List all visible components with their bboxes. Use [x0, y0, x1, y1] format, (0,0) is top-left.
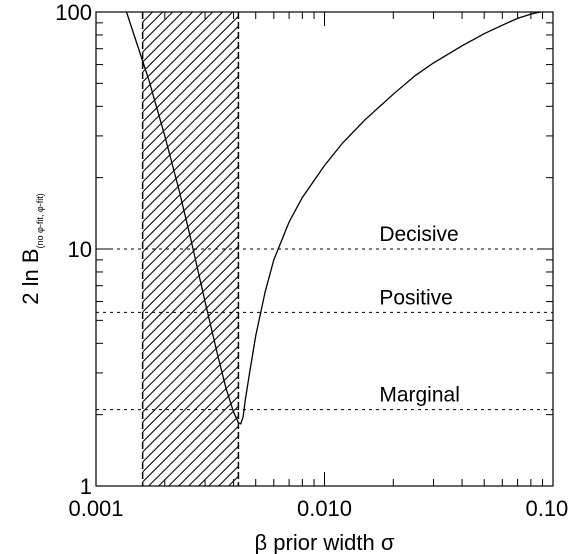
hatch-line — [142, 195, 239, 293]
hatch-line — [142, 25, 239, 123]
plot-frame — [95, 11, 554, 487]
x-tick-label: 0.100 — [525, 496, 569, 521]
hatch-line — [142, 175, 239, 273]
hatch-line — [142, 35, 239, 133]
hatch-line — [249, 12, 569, 486]
y-tick-label: 100 — [55, 0, 92, 25]
y-axis-label-subscript: (no φ-fit, φ-fit) — [35, 193, 45, 248]
threshold-label-positive: Positive — [379, 286, 453, 309]
hatch-line — [142, 12, 233, 103]
threshold-label-decisive: Decisive — [379, 223, 458, 246]
hatch-line — [142, 315, 239, 413]
y-tick-label: 10 — [68, 237, 92, 262]
hatch-line — [142, 55, 239, 153]
hatch-line — [142, 325, 239, 423]
axis-ticks: 0.001 0.010 0.100 1 10 100 — [55, 0, 569, 521]
series-line-0 — [125, 12, 541, 425]
hatch-line — [142, 245, 239, 343]
hatch-line — [142, 235, 239, 333]
y-tick-label: 1 — [80, 474, 92, 499]
hatch-line — [142, 165, 239, 263]
hatch-line — [142, 355, 239, 453]
hatch-line — [142, 85, 239, 183]
hatch-line — [142, 345, 239, 443]
hatch-line — [208, 455, 239, 486]
hatch-line — [142, 12, 223, 93]
hatch-line — [238, 485, 239, 486]
hatch-line — [142, 75, 239, 173]
x-tick-label: 0.001 — [68, 496, 123, 521]
y-axis-label-main: 2 ln B — [18, 248, 43, 304]
hatch-line — [158, 405, 239, 486]
x-axis-label: β prior width σ — [255, 530, 395, 554]
threshold-label-marginal: Marginal — [379, 384, 460, 407]
x-tick-label: 0.010 — [297, 496, 352, 521]
hatch-line — [142, 335, 239, 433]
hatch-line — [142, 365, 239, 463]
hatch-line — [142, 215, 239, 313]
hatch-line — [142, 15, 239, 113]
y-axis-label: 2 ln B(no φ-fit, φ-fit) — [18, 193, 45, 304]
threshold-lines: Decisive Positive Marginal — [96, 223, 553, 411]
hatch-line — [142, 45, 239, 143]
hatch-line — [148, 395, 239, 486]
curve-layer — [125, 12, 541, 425]
hatch-line — [142, 385, 239, 483]
hatch-line — [168, 415, 239, 486]
hatch-line — [142, 65, 239, 163]
hatch-line — [142, 375, 239, 473]
